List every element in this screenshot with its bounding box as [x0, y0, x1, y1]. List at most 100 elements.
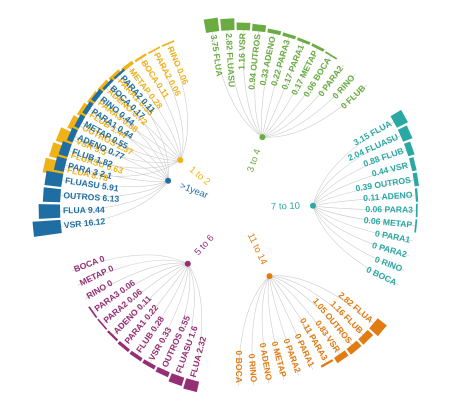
bar — [415, 203, 418, 218]
group-center-dot — [259, 134, 266, 141]
group-link — [312, 194, 416, 207]
group-link — [312, 205, 413, 242]
group-link — [116, 77, 181, 161]
bar — [412, 172, 419, 187]
bar — [334, 350, 349, 364]
group-link — [242, 30, 263, 138]
bar — [320, 359, 334, 368]
group-link — [81, 122, 169, 181]
bar — [91, 88, 104, 103]
group-link — [262, 55, 331, 138]
group-link — [212, 31, 263, 138]
bar — [297, 37, 311, 45]
group-link — [62, 180, 169, 188]
bar — [53, 156, 67, 172]
group-link — [140, 58, 182, 161]
group-link — [251, 275, 270, 386]
bar — [390, 109, 408, 128]
group-link — [64, 159, 181, 177]
bar — [42, 187, 61, 203]
bar-label: 0 RINO — [247, 353, 260, 383]
group-link — [262, 42, 304, 138]
group-link — [102, 263, 188, 325]
bar — [121, 60, 134, 72]
bar-label: 0.11 ADENO — [363, 190, 413, 204]
group-link — [312, 205, 410, 257]
group-link — [168, 44, 188, 161]
group-link — [262, 48, 318, 138]
group-link — [84, 262, 188, 300]
bar — [38, 204, 61, 219]
bar — [203, 17, 220, 33]
bar-label: 3.75 FLUA — [209, 34, 225, 77]
bar — [168, 373, 185, 387]
bar — [44, 170, 64, 187]
group-link — [269, 275, 374, 324]
bar — [183, 378, 200, 393]
group-link — [68, 154, 181, 169]
group-link — [74, 136, 169, 182]
group-link — [227, 30, 263, 138]
bar — [134, 53, 147, 63]
bar — [117, 341, 130, 353]
group-link — [59, 180, 169, 212]
group-link — [69, 150, 169, 182]
group-link — [312, 205, 399, 286]
group-link — [187, 263, 203, 381]
bar — [82, 101, 94, 115]
group-link — [124, 263, 189, 346]
group-center-dot — [165, 177, 172, 184]
group-link — [77, 259, 188, 286]
bar — [74, 114, 86, 129]
group-link — [136, 263, 189, 355]
group-link — [312, 135, 401, 206]
group-center-dot — [310, 202, 316, 209]
group-link — [119, 74, 169, 181]
group-link — [154, 50, 184, 161]
bar-label: 0 BOCA — [234, 351, 244, 384]
group-link — [105, 88, 181, 161]
bar — [102, 78, 114, 91]
bar — [236, 22, 251, 31]
group-label: 7 to 10 — [271, 201, 300, 213]
bar — [142, 359, 156, 370]
group-link — [149, 263, 189, 363]
group-link — [269, 275, 352, 346]
bar — [397, 125, 413, 142]
bar-label: 2.82 FLUASU — [224, 33, 237, 87]
group-label: 11 to 14 — [245, 231, 269, 266]
group-link — [73, 139, 181, 164]
group-link — [96, 100, 181, 161]
group-link — [312, 205, 416, 227]
group-link — [269, 275, 340, 355]
bar — [113, 68, 126, 80]
group-link — [79, 125, 181, 161]
group-link — [312, 205, 417, 211]
group-link — [312, 164, 411, 207]
bar-label: 1.16 VSR — [236, 32, 247, 70]
bar — [325, 51, 338, 60]
bar — [58, 141, 72, 157]
group-link — [312, 149, 407, 206]
group-center-dot — [184, 260, 191, 267]
bar — [346, 340, 362, 355]
group-link — [312, 179, 414, 207]
group-link — [262, 84, 367, 138]
bar — [32, 219, 62, 237]
group-link — [262, 37, 289, 138]
group-center-dot — [177, 157, 184, 164]
group-link — [108, 85, 169, 181]
group-link — [87, 112, 181, 161]
group-link — [312, 205, 405, 271]
bar — [369, 318, 387, 337]
group-link — [163, 263, 191, 370]
group-link — [262, 74, 356, 138]
group-link — [60, 180, 169, 198]
bars-layer — [32, 17, 419, 393]
bar — [409, 157, 417, 172]
group-link — [269, 276, 299, 376]
bar — [66, 127, 78, 143]
